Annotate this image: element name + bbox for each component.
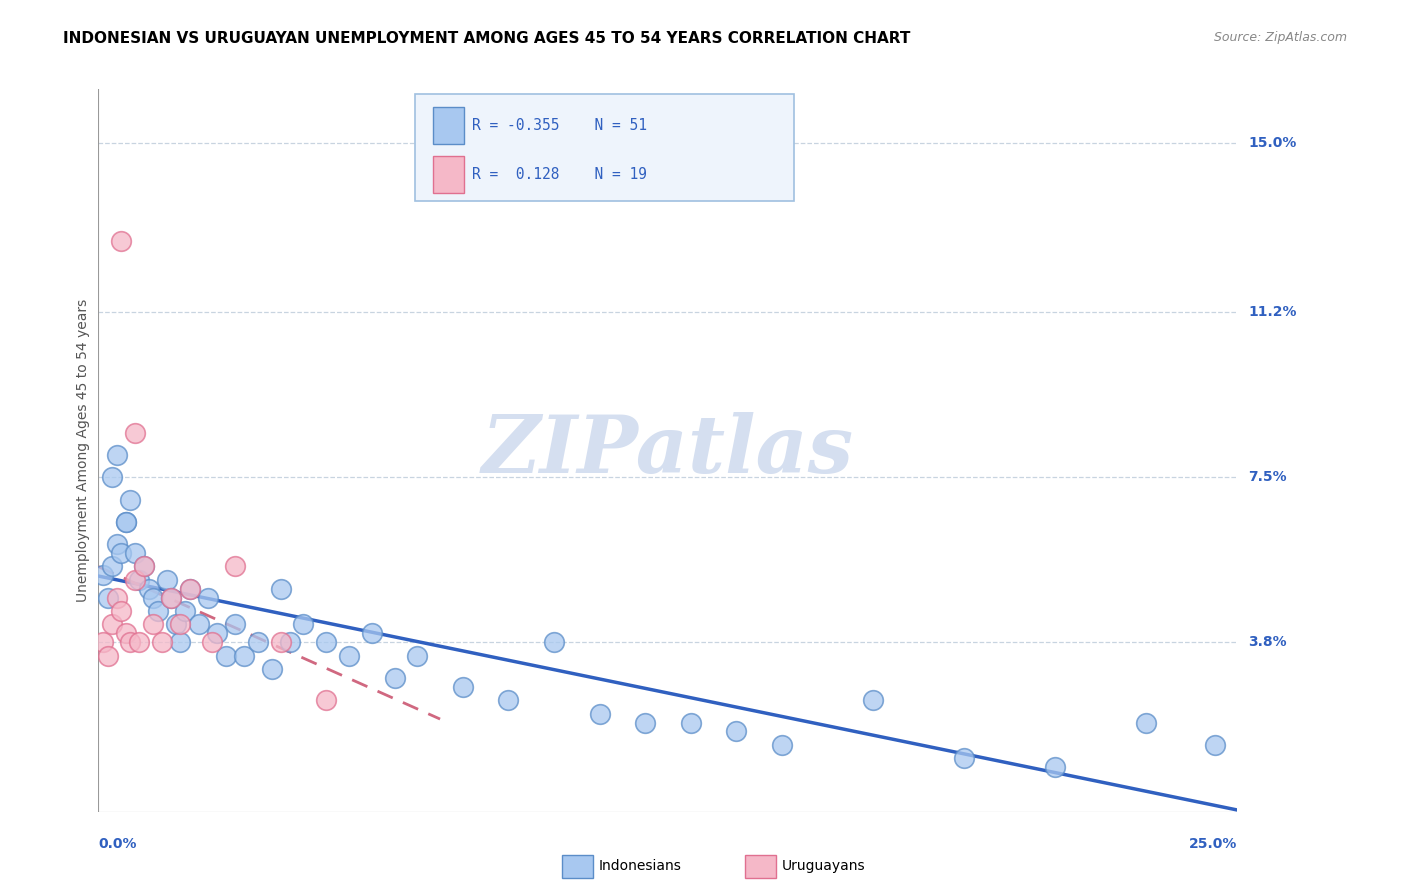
Point [224,559,246,574]
Point [105,591,128,605]
Point [770,738,793,752]
Point [384,671,406,685]
Text: R =  0.128    N = 19: R = 0.128 N = 19 [472,167,647,182]
Point [406,648,429,663]
Text: 7.5%: 7.5% [1249,470,1286,484]
Point [124,573,146,587]
Point [114,515,136,529]
Point [110,234,132,248]
Point [862,693,884,707]
Point [278,635,301,649]
Point [260,662,283,676]
Point [110,546,132,560]
Point [169,617,191,632]
Text: 15.0%: 15.0% [1249,136,1296,150]
Point [953,751,976,765]
Text: 11.2%: 11.2% [1249,305,1296,319]
Point [498,693,520,707]
Point [215,648,238,663]
Point [132,559,155,574]
Point [101,617,124,632]
Point [197,591,219,605]
Point [1043,760,1066,774]
Point [543,635,565,649]
Point [169,635,191,649]
Point [132,559,155,574]
Point [270,582,292,596]
Point [96,648,118,663]
Point [142,617,165,632]
Point [142,591,165,605]
Text: Source: ZipAtlas.com: Source: ZipAtlas.com [1213,31,1347,45]
Point [165,617,187,632]
Point [179,582,201,596]
Point [105,448,128,462]
Text: R = -0.355    N = 51: R = -0.355 N = 51 [472,118,647,133]
Text: 0.0%: 0.0% [98,837,136,851]
Point [634,715,657,730]
Point [101,470,124,484]
Text: INDONESIAN VS URUGUAYAN UNEMPLOYMENT AMONG AGES 45 TO 54 YEARS CORRELATION CHART: INDONESIAN VS URUGUAYAN UNEMPLOYMENT AMO… [63,31,911,46]
Point [337,648,360,663]
Point [205,626,228,640]
Point [101,559,124,574]
Point [270,635,292,649]
Point [124,425,146,440]
Point [96,591,118,605]
Point [150,635,173,649]
Text: 25.0%: 25.0% [1189,837,1237,851]
Point [187,617,209,632]
Point [146,604,169,618]
Y-axis label: Unemployment Among Ages 45 to 54 years: Unemployment Among Ages 45 to 54 years [76,299,90,602]
Point [91,635,114,649]
Point [201,635,224,649]
Point [315,693,337,707]
Point [315,635,337,649]
Point [292,617,315,632]
Point [110,604,132,618]
Point [451,680,474,694]
Point [128,573,150,587]
Point [128,635,150,649]
Point [1135,715,1157,730]
Point [233,648,256,663]
Point [120,635,142,649]
Point [156,573,179,587]
Point [160,591,183,605]
Text: ZIPatlas: ZIPatlas [482,412,853,489]
Point [124,546,146,560]
Text: Uruguayans: Uruguayans [782,859,865,873]
Text: 3.8%: 3.8% [1249,635,1286,649]
Point [91,568,114,582]
Point [224,617,246,632]
Point [174,604,197,618]
Point [360,626,382,640]
Point [138,582,160,596]
Point [105,537,128,551]
Point [179,582,201,596]
Point [725,724,748,739]
Point [114,515,136,529]
Point [120,492,142,507]
Point [1204,738,1226,752]
Text: Indonesians: Indonesians [599,859,682,873]
Point [114,626,136,640]
Point [588,706,610,721]
Point [246,635,269,649]
Point [160,591,183,605]
Point [679,715,702,730]
